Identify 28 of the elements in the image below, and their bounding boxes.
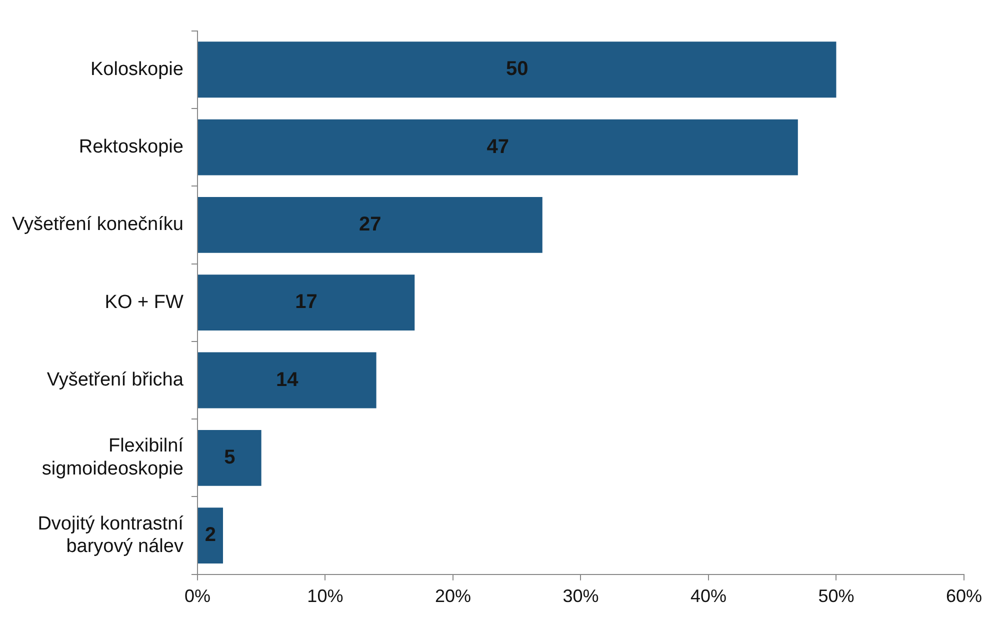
- bar: [198, 274, 415, 331]
- data-label: 47: [486, 136, 510, 158]
- y-tick-label: Vyšetření břicha: [46, 369, 184, 390]
- data-label: 2: [204, 524, 216, 546]
- data-label: 17: [295, 291, 318, 314]
- y-tick-label: Rektoskopie: [78, 136, 184, 158]
- bar: [198, 42, 836, 98]
- data-label: 50: [506, 58, 528, 80]
- y-tick-label: Flexibilní sigmoideoskopie: [42, 436, 184, 480]
- bar: [198, 196, 542, 253]
- data-label: 14: [276, 368, 300, 391]
- y-tick-label: Vyšetření konečníku: [12, 214, 184, 236]
- x-tick-label: 20%: [434, 586, 471, 606]
- x-tick-label: 10%: [307, 586, 344, 606]
- x-tick-label: 60%: [946, 586, 982, 606]
- x-tick-label: 30%: [562, 586, 599, 606]
- x-tick-label: 40%: [690, 586, 726, 606]
- y-tick-label: Dvojitý kontrastní baryový nálev: [38, 513, 184, 558]
- bar: [198, 430, 262, 486]
- bar: [198, 508, 223, 564]
- bar: [198, 119, 798, 176]
- data-label: 5: [224, 446, 236, 468]
- x-tick-label: 0%: [184, 586, 210, 606]
- bar: [198, 352, 376, 408]
- y-tick-label: Koloskopie: [90, 58, 184, 80]
- data-label: 27: [359, 213, 382, 236]
- x-tick-label: 50%: [818, 586, 854, 606]
- y-tick-label: KO + FW: [104, 292, 184, 313]
